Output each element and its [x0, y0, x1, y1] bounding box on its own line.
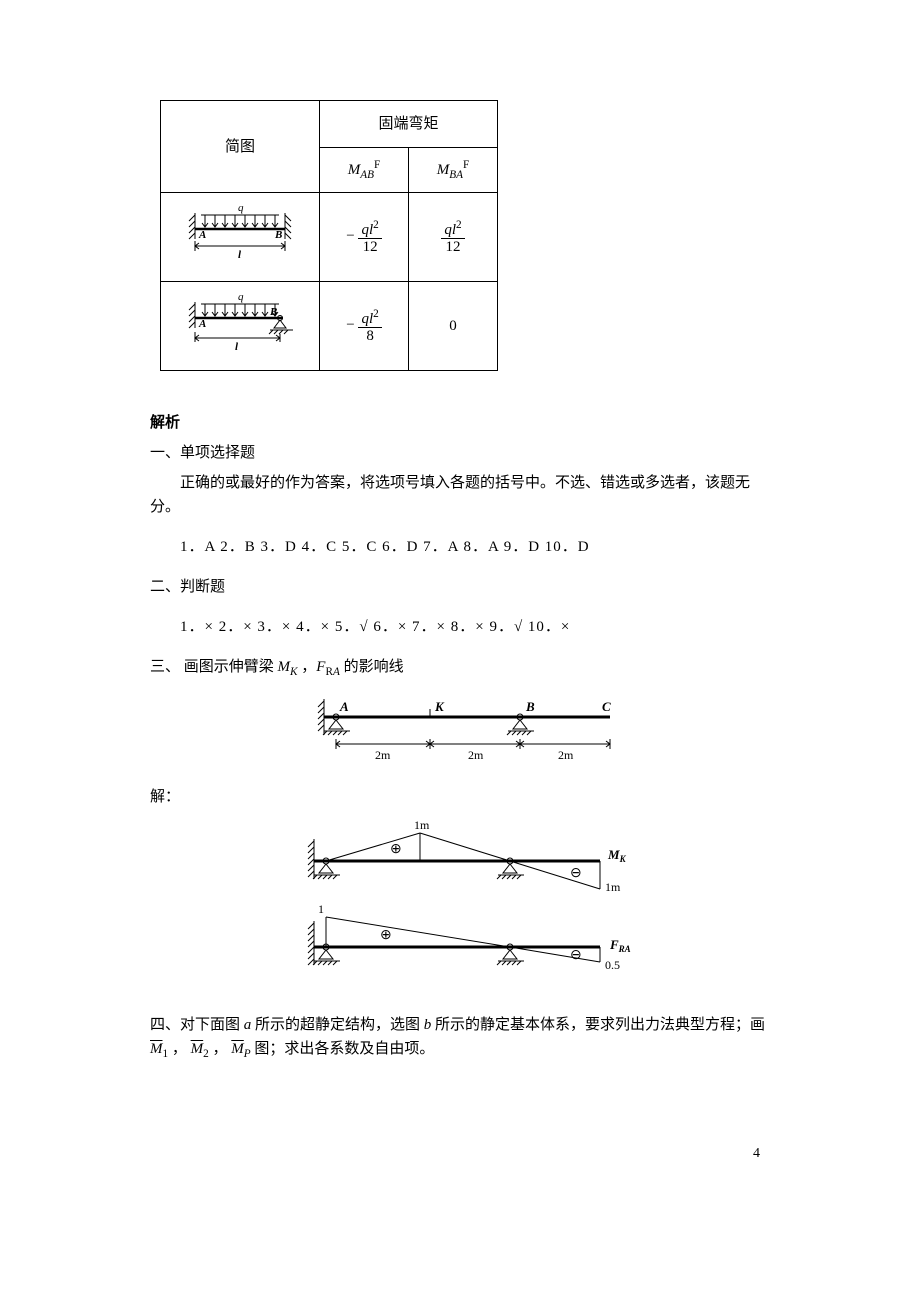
section2-title: 二、判断题: [150, 575, 770, 599]
r1-mba: ql212: [409, 193, 498, 282]
svg-text:C: C: [602, 699, 611, 714]
hdr-moment: 固端弯矩: [320, 101, 498, 148]
svg-text:K: K: [434, 699, 445, 714]
section3-sol: 解：: [150, 785, 770, 809]
svg-text:q: q: [238, 291, 244, 303]
moment-table: 简图 固端弯矩 MABF MBAF: [160, 100, 498, 371]
svg-text:A: A: [198, 318, 206, 330]
mab-sym: MABF: [348, 162, 381, 178]
svg-text:B: B: [274, 229, 282, 241]
svg-text:B: B: [269, 306, 277, 318]
svg-text:⊖: ⊖: [570, 948, 582, 963]
r2-mba: 0: [409, 282, 498, 371]
svg-text:0.5: 0.5: [605, 958, 620, 972]
svg-text:B: B: [525, 699, 535, 714]
svg-text:A: A: [339, 699, 349, 714]
influence-lines: 1m ⊕ ⊖ MK 1m 1 ⊕ ⊖ FRA 0.5: [150, 817, 770, 1005]
hdr-mba: MBAF: [409, 148, 498, 193]
mba-sym: MBAF: [437, 162, 470, 178]
svg-text:2m: 2m: [558, 748, 574, 762]
svg-text:A: A: [198, 229, 206, 241]
svg-text:q: q: [238, 202, 244, 214]
r1-mab: − ql212: [320, 193, 409, 282]
hdr-diagram: 简图: [161, 101, 320, 193]
beam-fixed-fixed: q A B l: [161, 193, 320, 282]
svg-text:⊖: ⊖: [570, 866, 582, 881]
svg-text:2m: 2m: [375, 748, 391, 762]
svg-text:⊕: ⊕: [390, 842, 402, 857]
solutions-title: 解析: [150, 411, 770, 435]
svg-text:2m: 2m: [468, 748, 484, 762]
section1-title: 一、单项选择题: [150, 441, 770, 465]
beam-fixed-pin: q A B l: [161, 282, 320, 371]
section3-title: 三、 画图示伸臂梁 MK ，FRA 的影响线: [150, 655, 770, 681]
svg-text:MK: MK: [607, 847, 627, 864]
page-number: 4: [150, 1143, 770, 1165]
svg-text:1m: 1m: [414, 818, 430, 832]
beam-diagram-q3: A K B C 2m 2m 2m: [150, 689, 770, 777]
svg-text:⊕: ⊕: [380, 928, 392, 943]
svg-text:1m: 1m: [605, 880, 621, 894]
r2-mab: − ql28: [320, 282, 409, 371]
svg-text:l: l: [238, 249, 242, 261]
section2-answers: 1．× 2．× 3．× 4．× 5．√ 6．× 7．× 8．× 9．√ 10．×: [180, 615, 770, 639]
section4: 四、对下面图 a 所示的超静定结构，选图 b 所示的静定基本体系，要求列出力法典…: [150, 1013, 770, 1063]
hdr-mab: MABF: [320, 148, 409, 193]
section1-answers: 1．A 2．B 3．D 4．C 5．C 6．D 7．A 8．A 9．D 10．D: [180, 535, 770, 559]
svg-text:1: 1: [318, 902, 324, 916]
section1-intro: 正确的或最好的作为答案，将选项号填入各题的括号中。不选、错选或多选者，该题无分。: [150, 471, 770, 519]
svg-text:FRA: FRA: [609, 937, 631, 954]
svg-text:l: l: [235, 341, 239, 353]
